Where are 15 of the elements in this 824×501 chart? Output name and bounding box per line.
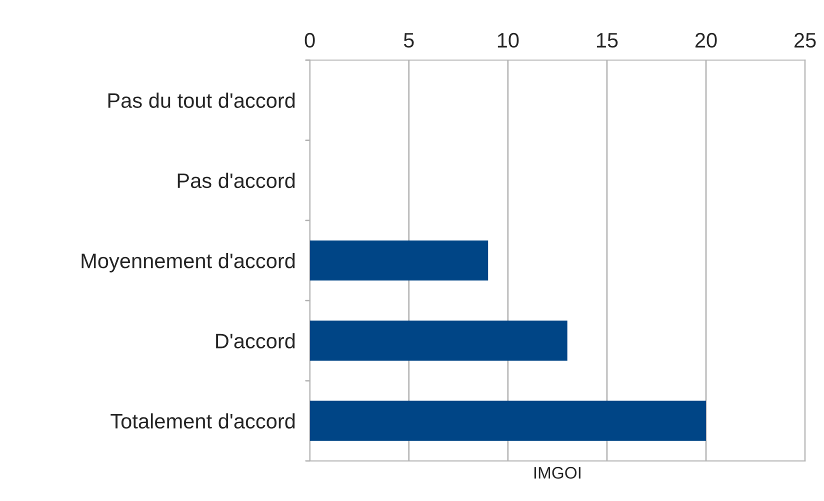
y-tick-label: Pas du tout d'accord: [108, 92, 295, 108]
x-tick-label: 15: [596, 33, 618, 48]
y-tick-label: Pas d'accord: [178, 172, 295, 188]
bar: [310, 320, 568, 361]
bar: [310, 400, 706, 441]
x-tick-label: 25: [794, 32, 816, 48]
y-tick-label: Totalement d'accord: [110, 413, 295, 429]
x-tick-label: 20: [695, 32, 717, 48]
x-tick-label: 5: [404, 33, 414, 48]
y-tick-label: D'accord: [216, 333, 295, 348]
x-axis-title: IMGOI: [534, 466, 580, 479]
bar: [310, 240, 488, 281]
x-tick-label: 10: [498, 32, 519, 48]
x-tick-label: 0: [304, 32, 315, 48]
y-tick-label: Moyennement d'accord: [82, 252, 295, 272]
